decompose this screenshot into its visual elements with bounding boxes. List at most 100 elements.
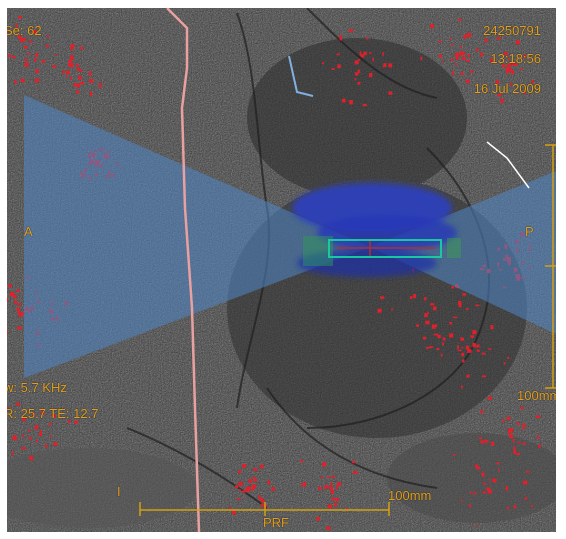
noise-speckle (516, 422, 518, 424)
noise-speckle (475, 304, 480, 307)
noise-speckle (28, 436, 32, 440)
mri-viewport[interactable]: Se: 62 24250791 13:18:56 16 Jul 2009 A P… (7, 8, 556, 532)
noise-speckle (12, 435, 17, 438)
noise-speckle (512, 438, 515, 443)
noise-speckle (503, 362, 506, 365)
noise-speckle (73, 83, 77, 87)
roi-box[interactable] (328, 239, 442, 258)
noise-speckle (513, 446, 516, 451)
noise-speckle (238, 470, 242, 473)
noise-speckle (88, 71, 92, 76)
noise-speckle (466, 32, 471, 38)
noise-speckle (482, 491, 486, 494)
noise-speckle (506, 70, 509, 75)
noise-speckle (517, 423, 520, 425)
noise-speckle (461, 51, 466, 56)
orientation-bottom: I (117, 484, 121, 499)
noise-speckle (334, 503, 338, 507)
noise-speckle (33, 426, 37, 429)
noise-speckle (245, 488, 249, 492)
noise-speckle (463, 34, 467, 39)
noise-speckle (252, 476, 256, 479)
noise-speckle (35, 425, 39, 430)
noise-speckle (265, 505, 267, 508)
noise-speckle (472, 330, 477, 335)
noise-speckle (496, 462, 500, 465)
noise-speckle (522, 425, 525, 430)
noise-speckle (497, 469, 500, 472)
noise-speckle (53, 416, 56, 418)
noise-speckle (461, 71, 464, 76)
noise-speckle (508, 430, 511, 434)
noise-speckle (89, 79, 94, 83)
noise-speckle (507, 356, 509, 360)
noise-speckle (430, 24, 434, 29)
noise-speckle (453, 316, 458, 319)
noise-speckle (461, 346, 464, 349)
noise-speckle (413, 294, 416, 299)
saturation-band-right (370, 171, 556, 334)
noise-speckle (511, 70, 514, 75)
noise-speckle (465, 345, 470, 350)
noise-speckle (536, 415, 541, 418)
noise-speckle (382, 52, 384, 56)
noise-speckle (469, 491, 472, 494)
noise-speckle (20, 312, 24, 316)
noise-speckle (62, 70, 65, 75)
noise-speckle (449, 38, 452, 40)
noise-speckle (522, 442, 526, 445)
crosshair-icon[interactable] (337, 241, 435, 256)
noise-speckle (455, 56, 459, 60)
noise-speckle (466, 374, 470, 378)
noise-speckle (455, 63, 457, 66)
noise-speckle (66, 75, 68, 78)
noise-speckle (74, 420, 79, 424)
noise-speckle (7, 330, 8, 334)
noise-speckle (427, 312, 429, 315)
noise-speckle (7, 407, 9, 410)
noise-speckle (324, 486, 330, 489)
noise-speckle (424, 297, 427, 301)
noise-speckle (70, 44, 75, 49)
noise-speckle (500, 98, 504, 103)
noise-speckle (481, 375, 486, 378)
noise-speckle (49, 422, 51, 427)
noise-speckle (327, 476, 330, 478)
annotation-mark-right (486, 141, 530, 189)
noise-speckle (49, 435, 52, 438)
noise-speckle (242, 464, 247, 468)
noise-speckle (470, 70, 473, 73)
noise-speckle (440, 353, 443, 357)
noise-speckle (429, 346, 433, 348)
noise-speckle (442, 337, 446, 341)
noise-speckle (253, 468, 258, 471)
noise-speckle (482, 482, 487, 485)
noise-speckle (525, 470, 530, 473)
noise-speckle (473, 492, 477, 495)
noise-speckle (449, 321, 453, 325)
noise-speckle (461, 352, 464, 357)
noise-speckle (453, 453, 456, 456)
noise-speckle (316, 516, 320, 521)
noise-speckle (458, 304, 462, 308)
noise-speckle (17, 35, 22, 39)
noise-speckle (531, 504, 533, 508)
noise-speckle (69, 62, 74, 68)
noise-speckle (366, 37, 369, 40)
noise-speckle (508, 428, 513, 432)
noise-speckle (439, 54, 442, 58)
noise-speckle (322, 62, 325, 65)
noise-speckle (523, 90, 526, 95)
noise-speckle (459, 45, 462, 49)
noise-speckle (351, 460, 356, 464)
noise-speckle (321, 476, 323, 479)
noise-speckle (24, 58, 28, 62)
noise-speckle (457, 345, 459, 349)
noise-speckle (505, 486, 508, 491)
noise-speckle (460, 385, 463, 389)
noise-speckle (28, 429, 31, 432)
noise-speckle (355, 72, 359, 76)
noise-speckle (488, 348, 492, 350)
noise-speckle (481, 352, 486, 355)
noise-speckle (232, 510, 236, 515)
